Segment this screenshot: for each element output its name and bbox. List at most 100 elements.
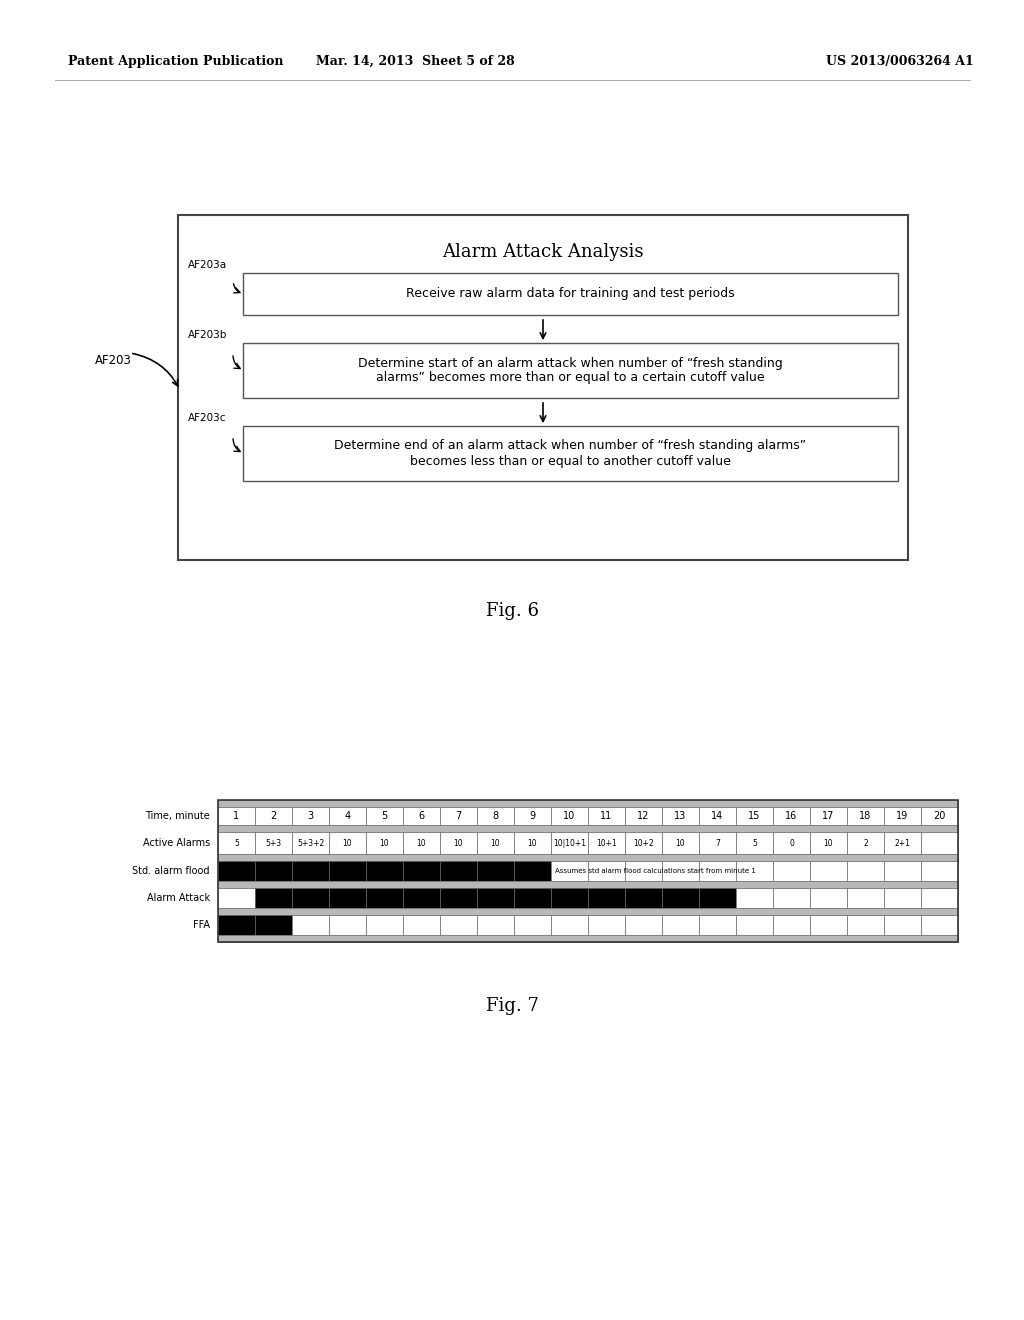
Bar [218,880,958,888]
Text: 20: 20 [933,810,946,821]
Bar [366,915,403,935]
Bar [810,807,847,825]
Bar [625,888,662,908]
Bar [884,807,921,825]
Bar [551,861,588,880]
Bar [255,832,292,854]
Bar [440,861,477,880]
Bar [662,861,699,880]
Text: 15: 15 [749,810,761,821]
Text: 10|10+1: 10|10+1 [553,838,586,847]
Text: AF203: AF203 [95,354,132,367]
Bar [178,215,908,560]
Bar [699,832,736,854]
Text: 3: 3 [307,810,313,821]
Text: AF203c: AF203c [188,413,226,422]
Bar [625,832,662,854]
Bar [551,915,588,935]
Bar [218,888,255,908]
Bar [588,861,625,880]
Bar [243,343,898,399]
Bar [440,807,477,825]
Bar [255,888,292,908]
Bar [847,807,884,825]
Bar [773,832,810,854]
Bar [243,426,898,480]
Text: 10+1: 10+1 [596,838,616,847]
Bar [625,807,662,825]
Text: Mar. 14, 2013  Sheet 5 of 28: Mar. 14, 2013 Sheet 5 of 28 [315,55,514,69]
Text: 5: 5 [752,838,757,847]
Bar [218,908,958,915]
Bar [218,800,958,942]
Bar [847,832,884,854]
Bar [699,915,736,935]
Bar [588,807,625,825]
Text: 10: 10 [490,838,501,847]
Bar [366,888,403,908]
Bar [847,915,884,935]
Bar [218,832,255,854]
Text: 10+2: 10+2 [633,838,654,847]
Bar [810,861,847,880]
Bar [440,915,477,935]
Bar [514,861,551,880]
Bar [403,888,440,908]
Text: 5: 5 [234,838,239,847]
Bar [736,807,773,825]
Text: Time, minute: Time, minute [145,810,210,821]
Text: 10: 10 [823,838,834,847]
Text: 1: 1 [233,810,240,821]
Text: Fig. 6: Fig. 6 [485,602,539,620]
Bar [255,861,292,880]
Text: 10: 10 [563,810,575,821]
Bar [810,915,847,935]
Text: 10: 10 [380,838,389,847]
Text: 4: 4 [344,810,350,821]
Text: 18: 18 [859,810,871,821]
Bar [329,832,366,854]
Bar [292,807,329,825]
Bar [403,861,440,880]
Bar [477,807,514,825]
Text: Determine start of an alarm attack when number of “fresh standing
alarms” become: Determine start of an alarm attack when … [358,356,783,384]
Text: 5+3: 5+3 [265,838,282,847]
Text: 11: 11 [600,810,612,821]
Bar [329,888,366,908]
Text: Alarm Attack Analysis: Alarm Attack Analysis [442,243,644,261]
Text: 5+3+2: 5+3+2 [297,838,325,847]
Text: 10: 10 [454,838,463,847]
Text: 2: 2 [270,810,276,821]
Bar [514,807,551,825]
Bar [218,854,958,861]
Bar [921,888,958,908]
Bar [514,832,551,854]
Bar [403,832,440,854]
Bar [773,861,810,880]
Bar [847,861,884,880]
Bar [366,832,403,854]
Text: Assumes std alarm flood calculations start from minute 1: Assumes std alarm flood calculations sta… [555,869,756,874]
Bar [514,888,551,908]
Bar [440,832,477,854]
Bar [243,273,898,315]
Bar [625,861,662,880]
Bar [736,832,773,854]
Bar [329,915,366,935]
Text: 9: 9 [529,810,536,821]
Bar [662,888,699,908]
Bar [403,915,440,935]
Text: 8: 8 [493,810,499,821]
Bar [625,915,662,935]
Bar [736,915,773,935]
Text: Active Alarms: Active Alarms [142,838,210,847]
Text: 5: 5 [381,810,388,821]
Text: US 2013/0063264 A1: US 2013/0063264 A1 [826,55,974,69]
Text: 16: 16 [785,810,798,821]
Bar [884,832,921,854]
Bar [921,807,958,825]
Bar [921,915,958,935]
Text: 7: 7 [456,810,462,821]
Bar [292,861,329,880]
Text: AF203b: AF203b [188,330,227,341]
